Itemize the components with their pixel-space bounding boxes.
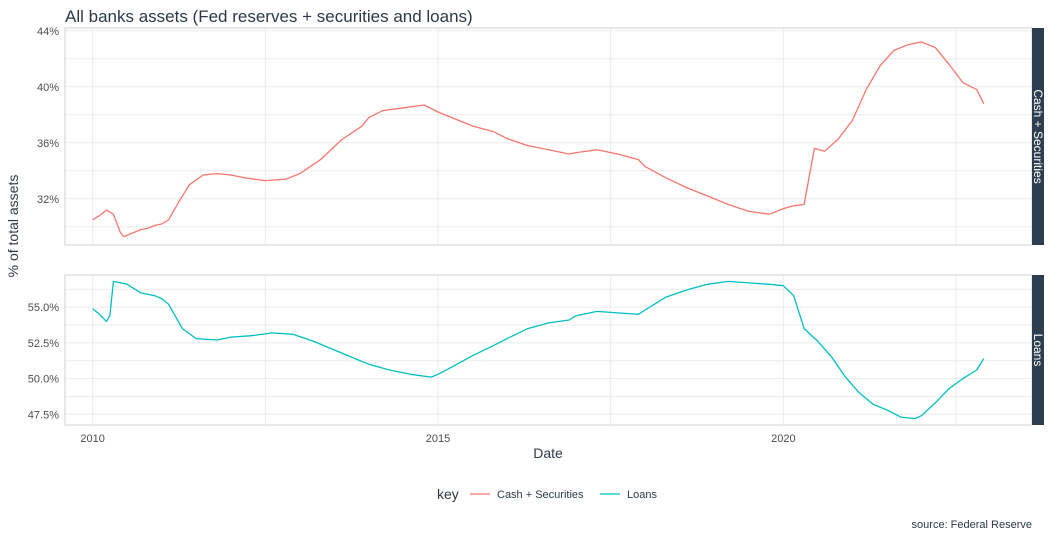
strip-loans [1032,275,1044,425]
legend: key Cash + Securities Loans [437,486,657,502]
panel-loans: 47.5% 50.0% 52.5% 55.0% Loans [28,274,1045,426]
caption: source: Federal Reserve [912,519,1032,531]
strip-label-loans: Loans [1031,334,1045,367]
y-tick-label: 47.5% [28,409,59,421]
y-tick-label: 52.5% [28,338,59,350]
panel-grid-cash-securities [65,28,1032,245]
y-tick-label: 36% [37,138,59,150]
y-tick-label: 32% [37,194,59,206]
y-tick-label: 55.0% [28,302,59,314]
legend-label-cash-securities: Cash + Securities [497,489,584,501]
panel-border-loans [64,274,1033,426]
series-line-loans [92,280,985,420]
y-axis-title: % of total assets [5,175,21,278]
y-tick-label: 44% [37,26,59,38]
panel-cash-securities: 32% 36% 40% 44% Cash + Securities [37,26,1045,246]
y-tick-label: 50.0% [28,374,59,386]
x-tick-label: 2015 [426,433,450,445]
x-tick-label: 2010 [80,433,104,445]
x-tick-label: 2020 [771,433,795,445]
x-axis-title: Date [533,445,563,461]
y-ticks-cash-securities: 32% 36% 40% 44% [37,26,59,206]
strip-cash-securities [1032,28,1044,245]
panel-border-cash-securities [64,27,1033,246]
x-ticks: 2010 2015 2020 [80,433,795,445]
panel-grid-loans [65,275,1032,425]
chart-title: All banks assets (Fed reserves + securit… [65,7,473,26]
series-line-cash-securities [92,41,985,238]
y-tick-label: 40% [37,82,59,94]
y-ticks-loans: 47.5% 50.0% 52.5% 55.0% [28,302,59,421]
legend-title: key [437,486,459,502]
strip-label-cash-securities: Cash + Securities [1031,89,1045,183]
legend-label-loans: Loans [627,489,657,501]
